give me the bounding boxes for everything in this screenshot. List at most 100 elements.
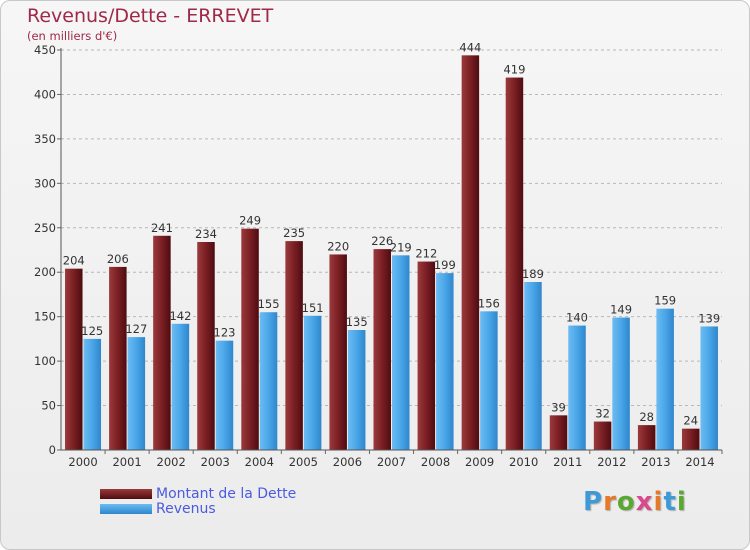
bar-debt-2011	[549, 415, 568, 450]
bar-debt-2012	[593, 421, 612, 450]
bar-debt-2004	[241, 228, 259, 450]
value-label-debt: 234	[195, 227, 217, 241]
bar-debt-2008	[417, 261, 436, 450]
bar-revenus-2013	[656, 308, 674, 450]
x-tick-label: 2007	[377, 455, 406, 469]
y-tick-label: 250	[34, 221, 56, 235]
value-label-debt: 419	[503, 63, 525, 77]
bar-debt-2010	[505, 77, 524, 451]
bar-revenus-2002	[171, 323, 190, 450]
value-label-revenus: 189	[522, 267, 544, 281]
value-label-debt: 241	[151, 221, 173, 235]
y-tick-label: 200	[34, 265, 56, 279]
legend-swatch-revenus	[100, 504, 152, 514]
value-label-revenus: 127	[125, 322, 147, 336]
logo-letter: i	[653, 487, 664, 517]
logo-letter: o	[616, 487, 636, 517]
value-label-revenus: 151	[302, 301, 324, 315]
value-label-revenus: 156	[478, 296, 500, 310]
bar-revenus-2014	[700, 326, 718, 450]
logo-letter: P	[583, 487, 604, 517]
proxiti-logo: Proxiti	[583, 487, 687, 517]
x-tick-label: 2003	[201, 455, 230, 469]
logo-letter: i	[676, 487, 687, 517]
bar-revenus-2006	[347, 330, 366, 450]
bar-revenus-2001	[127, 337, 146, 450]
y-tick-label: 350	[34, 132, 56, 146]
value-label-debt: 24	[683, 414, 698, 428]
bar-debt-2007	[373, 249, 391, 450]
bar-revenus-2000	[83, 338, 102, 450]
y-tick-label: 50	[41, 399, 56, 413]
logo-letter: t	[663, 487, 677, 517]
bar-debt-2002	[153, 235, 171, 450]
bar-debt-2014	[681, 428, 700, 450]
value-label-revenus: 159	[654, 294, 676, 308]
bar-debt-2005	[285, 241, 303, 450]
value-label-revenus: 125	[81, 324, 103, 338]
value-label-debt: 39	[551, 400, 566, 414]
legend-label-debt: Montant de la Dette	[156, 486, 297, 502]
chart-subtitle: (en milliers d'€)	[27, 29, 118, 43]
value-label-debt: 235	[283, 226, 305, 240]
value-label-revenus: 135	[346, 315, 368, 329]
y-tick-label: 450	[34, 43, 56, 57]
value-label-debt: 220	[327, 239, 349, 253]
value-label-revenus: 142	[169, 309, 191, 323]
value-label-revenus: 123	[214, 326, 236, 340]
bar-debt-2001	[109, 266, 127, 450]
x-tick-label: 2009	[465, 455, 494, 469]
value-label-revenus: 149	[610, 303, 632, 317]
value-label-debt: 444	[459, 40, 481, 54]
value-label-revenus: 219	[390, 240, 412, 254]
bar-revenus-2005	[303, 315, 322, 450]
value-label-debt: 32	[595, 407, 610, 421]
value-label-revenus: 139	[698, 311, 720, 325]
value-label-debt: 226	[371, 234, 393, 248]
x-tick-label: 2006	[333, 455, 362, 469]
bar-revenus-2012	[612, 317, 630, 450]
legend-item-debt: Montant de la Dette	[100, 486, 296, 502]
value-label-revenus: 140	[566, 311, 588, 325]
x-tick-label: 2014	[685, 455, 714, 469]
legend-label-revenus: Revenus	[156, 501, 216, 517]
logo-letter: x	[635, 487, 654, 517]
x-tick-label: 2012	[597, 455, 626, 469]
value-label-debt: 206	[107, 252, 129, 266]
value-label-debt: 204	[63, 254, 85, 268]
y-tick-label: 400	[34, 87, 56, 101]
x-tick-label: 2011	[553, 455, 582, 469]
x-tick-label: 2010	[509, 455, 538, 469]
x-tick-label: 2013	[641, 455, 670, 469]
x-tick-label: 2002	[157, 455, 186, 469]
bar-debt-2003	[197, 242, 215, 450]
x-tick-label: 2004	[245, 455, 274, 469]
y-tick-label: 0	[49, 443, 56, 457]
value-label-debt: 28	[639, 410, 654, 424]
x-tick-label: 2000	[68, 455, 97, 469]
x-tick-label: 2001	[112, 455, 141, 469]
y-tick-label: 100	[34, 354, 56, 368]
bar-revenus-2008	[436, 273, 454, 450]
bar-revenus-2010	[524, 282, 542, 450]
bar-revenus-2011	[568, 325, 586, 450]
bar-debt-2006	[329, 254, 347, 450]
legend-item-revenus: Revenus	[100, 501, 216, 517]
y-tick-label: 150	[34, 310, 56, 324]
bar-revenus-2009	[480, 311, 498, 450]
bar-debt-2013	[637, 425, 656, 450]
bar-revenus-2003	[215, 340, 234, 450]
x-tick-label: 2008	[421, 455, 450, 469]
bar-debt-2009	[461, 55, 480, 450]
value-label-revenus: 199	[434, 258, 456, 272]
bar-revenus-2007	[392, 255, 410, 450]
y-tick-label: 300	[34, 176, 56, 190]
bar-debt-2000	[65, 268, 83, 450]
logo-letter: r	[603, 487, 617, 517]
value-label-revenus: 155	[258, 297, 280, 311]
legend-swatch-debt	[100, 489, 152, 499]
bar-revenus-2004	[259, 312, 278, 450]
chart-title: Revenus/Dette - ERREVET	[27, 5, 274, 27]
x-tick-label: 2005	[289, 455, 318, 469]
